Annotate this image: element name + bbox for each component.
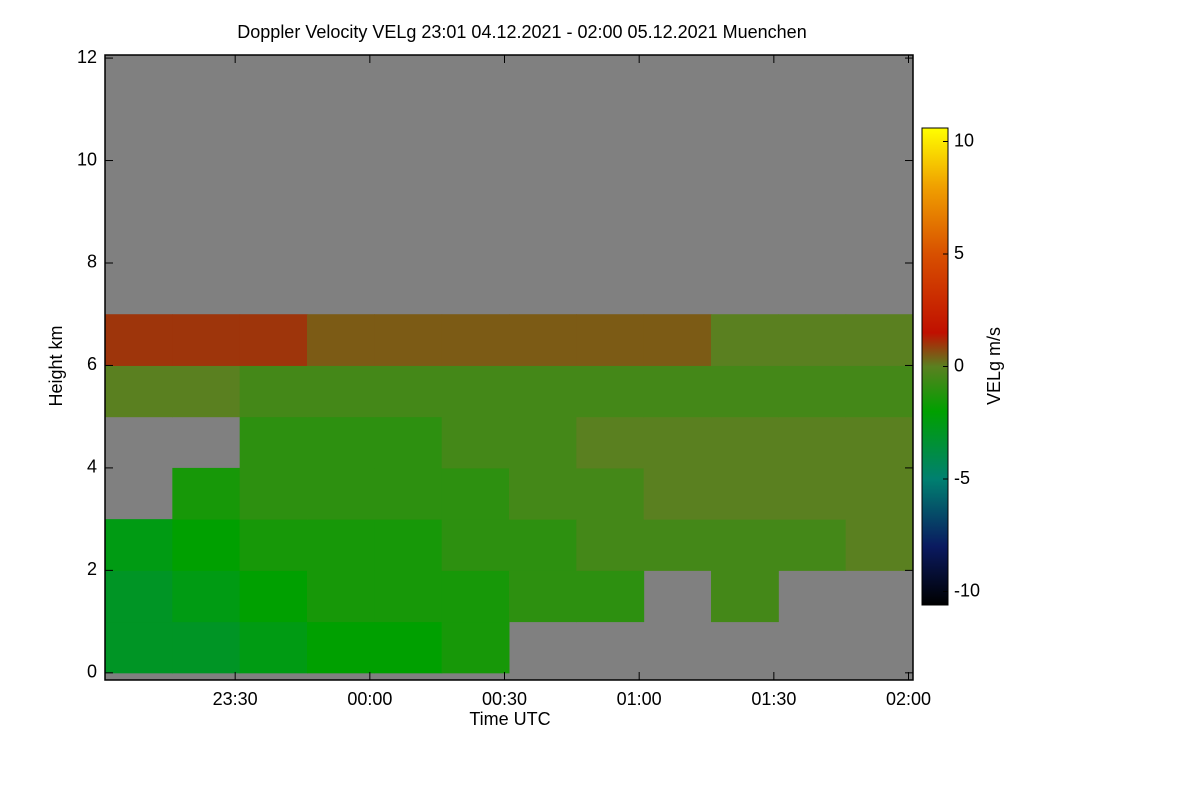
heatmap-cell [239,570,308,623]
heatmap-cell [307,621,375,674]
heatmap-cell [172,519,241,571]
heatmap-cell [307,416,375,469]
heatmap-cell [374,314,443,366]
y-tick-label: 0 [87,662,97,682]
heatmap-cell [239,416,308,469]
heatmap-cell [643,365,712,418]
colorbar-tick-label: -10 [954,580,980,600]
heatmap-cell [711,365,779,418]
heatmap-cell [374,519,443,571]
heatmap-cell [441,621,510,674]
heatmap-cell [374,621,443,674]
heatmap-cell [172,314,241,366]
heatmap-cell [374,416,443,469]
heatmap-cell [239,314,308,366]
y-tick-label: 10 [77,149,97,169]
heatmap-cell [374,570,443,623]
heatmap-cell [441,365,510,418]
x-tick-label: 23:30 [213,689,258,709]
heatmap-cell [576,365,645,418]
plot-frame [104,54,914,681]
heatmap-cell [576,416,645,469]
heatmap-cell [778,314,847,366]
heatmap-cell [778,365,847,418]
colorbar-tick-label: -5 [954,468,970,488]
heatmap-cell [307,519,375,571]
heatmap-cell [172,365,241,418]
heatmap-cell [172,621,241,674]
chart-title: Doppler Velocity VELg 23:01 04.12.2021 -… [237,22,806,42]
y-tick-label: 4 [87,457,97,477]
heatmap-cell [845,467,914,520]
y-axis-label: Height km [46,325,66,406]
heatmap-cell [509,365,577,418]
heatmap-cell [172,467,241,520]
heatmap-cell [307,314,375,366]
heatmap-cell [307,570,375,623]
y-tick-label: 2 [87,559,97,579]
heatmap-cell [643,519,712,571]
heatmap-cell [239,467,308,520]
heatmap-cell [643,314,712,366]
colorbar-tick-label: 10 [954,130,974,150]
heatmap-cell [239,519,308,571]
heatmap-cell [711,519,779,571]
heatmap-cell [105,314,173,366]
y-tick-label: 12 [77,47,97,67]
heatmap-cell [778,519,847,571]
x-tick-label: 01:30 [751,689,796,709]
heatmap-cell [105,621,173,674]
heatmap-cell [239,365,308,418]
heatmap-cell [105,570,173,623]
heatmap-cell [441,416,510,469]
heatmap-cell [845,314,914,366]
heatmap-cell [576,314,645,366]
heatmap-cell [643,416,712,469]
heatmap-cell [845,519,914,571]
heatmap-cell [509,467,577,520]
heatmap-cell [711,416,779,469]
heatmap-cell [441,519,510,571]
heatmap-cell [778,467,847,520]
heatmap-cell [711,314,779,366]
heatmap-cell [643,467,712,520]
colorbar-tick-label: 5 [954,243,964,263]
heatmap-cell [509,570,577,623]
heatmap-cell [441,467,510,520]
heatmap-cell [576,519,645,571]
colorbar-label: VELg m/s [984,327,1004,405]
heatmap-cell [307,467,375,520]
heatmap-cell [441,314,510,366]
x-tick-label: 00:30 [482,689,527,709]
heatmap-cell [845,416,914,469]
heatmap-cell [374,467,443,520]
y-tick-label: 6 [87,354,97,374]
heatmap-cell [711,570,779,623]
heatmap-cell [576,570,645,623]
y-tick-label: 8 [87,252,97,272]
heatmap-cell [374,365,443,418]
heatmap-cell [509,519,577,571]
heatmap-cell [509,416,577,469]
x-tick-label: 00:00 [347,689,392,709]
x-tick-label: 01:00 [617,689,662,709]
heatmap-cell [105,519,173,571]
heatmap-cell [845,365,914,418]
x-axis-label: Time UTC [469,709,550,729]
x-tick-label: 02:00 [886,689,931,709]
heatmap-cell [509,314,577,366]
heatmap-cell [105,365,173,418]
heatmap-cell [576,467,645,520]
heatmap-cell [441,570,510,623]
heatmap-cell [239,621,308,674]
heatmap-cell [711,467,779,520]
heatmap-cell [307,365,375,418]
colorbar-tick-label: 0 [954,355,964,375]
heatmap-cell [172,570,241,623]
heatmap-cell [778,416,847,469]
